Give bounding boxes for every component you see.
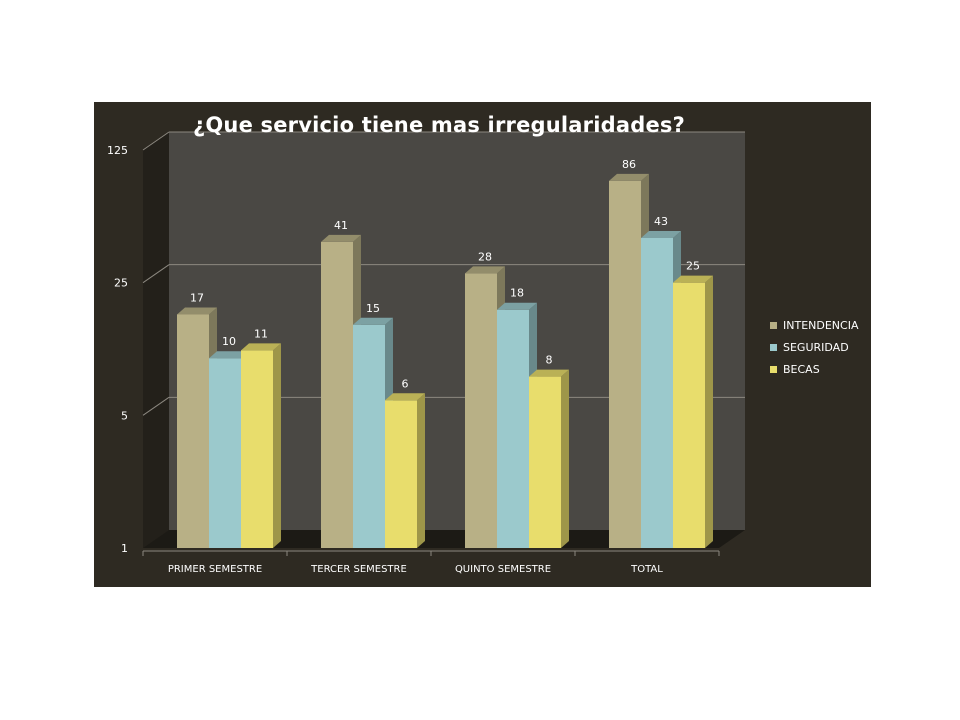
legend-item-intendencia: INTENDENCIA xyxy=(770,314,858,336)
bar xyxy=(353,324,385,548)
legend: INTENDENCIA SEGURIDAD BECAS xyxy=(770,314,858,380)
bar-top xyxy=(353,317,393,325)
bar-top xyxy=(209,351,249,359)
legend-label-seguridad: SEGURIDAD xyxy=(783,340,849,354)
y-tick-label: 1 xyxy=(121,542,128,555)
x-tick-label: QUINTO SEMESTRE xyxy=(455,564,551,575)
x-tick-label: TERCER SEMESTRE xyxy=(310,564,407,575)
bar xyxy=(529,376,561,548)
gridline-side xyxy=(142,131,170,151)
bar-top xyxy=(241,343,281,351)
legend-swatch-intendencia xyxy=(770,321,777,329)
legend-item-becas: BECAS xyxy=(770,358,858,380)
chart-title: ¿Que servicio tiene mas irregularidades? xyxy=(193,113,685,137)
x-tick-label: PRIMER SEMESTRE xyxy=(168,564,262,575)
data-label: 11 xyxy=(254,327,268,340)
bar xyxy=(641,237,673,548)
bar-side xyxy=(417,393,425,548)
legend-swatch-seguridad xyxy=(770,343,777,351)
bar-top xyxy=(641,230,681,238)
data-label: 41 xyxy=(334,219,348,232)
bar xyxy=(497,309,529,548)
bar-top xyxy=(529,369,569,377)
bar-side xyxy=(561,369,569,548)
data-label: 18 xyxy=(510,287,524,300)
bar xyxy=(673,282,705,548)
bar-side xyxy=(273,343,281,548)
legend-label-intendencia: INTENDENCIA xyxy=(783,318,859,332)
bar-top xyxy=(673,275,713,283)
chart-panel: 1 5 25 125 PRIMER SEMESTRE TERCER SEMESTRE QUI… xyxy=(94,102,871,587)
legend-swatch-becas xyxy=(770,365,777,373)
y-tick-label: 25 xyxy=(114,277,128,290)
data-label: 17 xyxy=(190,291,204,304)
bar xyxy=(177,314,209,548)
bar-side xyxy=(705,275,713,548)
gridline-side xyxy=(142,396,170,416)
data-label: 8 xyxy=(546,354,553,367)
bar xyxy=(465,273,497,548)
bar xyxy=(209,358,241,548)
bar-top xyxy=(465,266,505,274)
legend-item-seguridad: SEGURIDAD xyxy=(770,336,858,358)
y-tick-label: 5 xyxy=(121,409,128,422)
data-label: 10 xyxy=(222,335,236,348)
bar-top xyxy=(609,173,649,181)
gridline-side xyxy=(142,264,170,284)
bar-top xyxy=(497,302,537,310)
bar xyxy=(321,241,353,548)
data-label: 28 xyxy=(478,250,492,263)
plot-side-wall xyxy=(143,132,169,548)
data-label: 25 xyxy=(686,260,700,273)
plot-floor xyxy=(143,530,745,548)
data-label: 43 xyxy=(654,215,668,228)
data-label: 86 xyxy=(622,158,636,171)
y-tick-label: 125 xyxy=(107,144,128,157)
bar xyxy=(241,350,273,548)
x-tick-label: TOTAL xyxy=(630,564,663,575)
data-label: 15 xyxy=(366,302,380,315)
bar-top xyxy=(385,393,425,401)
bar xyxy=(609,180,641,548)
bar xyxy=(385,400,417,548)
bar-top xyxy=(177,307,217,315)
data-label: 6 xyxy=(402,377,409,390)
plot-back-wall xyxy=(169,132,745,530)
legend-label-becas: BECAS xyxy=(783,362,820,376)
bar-top xyxy=(321,234,361,242)
